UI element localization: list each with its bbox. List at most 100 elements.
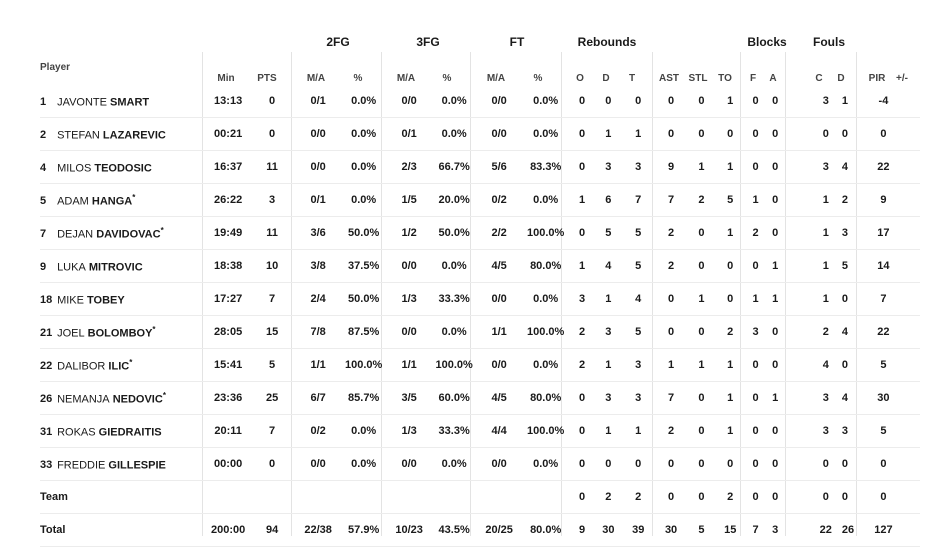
player-cell[interactable]: 7 DEJAN DAVIDOVAC*	[40, 216, 207, 250]
player-cell[interactable]: 21 JOEL BOLOMBOY*	[40, 315, 207, 349]
header-2fg-ma: M/A	[306, 73, 326, 84]
table-row[interactable]: 21 JOEL BOLOMBOY* 28:05 15 7/8 87.5% 0/0…	[40, 315, 920, 349]
reb-o-cell: 0	[568, 216, 596, 250]
pir-cell: 22	[867, 150, 900, 184]
fg3-pct-cell: 0.0%	[432, 249, 476, 283]
reb-o-cell: 0	[568, 85, 596, 118]
reb-t-cell: 39	[621, 513, 655, 547]
ast-cell: 1	[654, 348, 688, 382]
fg2-ma-cell: 2/4	[294, 282, 342, 316]
team-row[interactable]: Team 0 2 2 0 0 2 0 0 0 0 0	[40, 480, 920, 514]
table-row[interactable]: 26 NEMANJA NEDOVIC* 23:36 25 6/7 85.7% 3…	[40, 381, 920, 415]
fg2-pct-cell: 85.7%	[341, 381, 386, 415]
player-last-name: BOLOMBOY	[87, 327, 153, 340]
ast-cell: 0	[654, 447, 688, 481]
player-number: 1	[40, 96, 47, 109]
plus-minus-cell	[899, 216, 920, 250]
reb-d-cell: 0	[595, 85, 622, 118]
player-cell[interactable]: 33 FREDDIE GILLESPIE	[40, 447, 207, 481]
table-row[interactable]: 1 JAVONTE SMART 13:13 0 0/1 0.0% 0/0 0.0…	[40, 85, 920, 118]
group-blocks: Blocks	[747, 35, 787, 49]
min-cell: 20:11	[206, 414, 250, 448]
fg3-ma-cell: 0/0	[385, 85, 433, 118]
table-row[interactable]: 33 FREDDIE GILLESPIE 00:00 0 0/0 0.0% 0/…	[40, 447, 920, 481]
plus-minus-cell	[899, 315, 920, 349]
fouls-c-cell: 3	[813, 414, 838, 448]
plus-minus-cell	[899, 381, 920, 415]
player-first-name: JOEL	[57, 327, 85, 340]
plus-minus-cell	[899, 282, 920, 316]
player-cell[interactable]: 18 MIKE TOBEY	[40, 282, 207, 316]
player-cell[interactable]: 5 ADAM HANGA*	[40, 183, 207, 217]
player-cell[interactable]: 26 NEMANJA NEDOVIC*	[40, 381, 207, 415]
fouls-c-cell: 3	[813, 85, 838, 118]
player-cell[interactable]: 9 LUKA MITROVIC	[40, 249, 207, 283]
player-last-name: ILIC	[108, 360, 130, 373]
fouls-c-cell: 1	[813, 249, 838, 283]
player-last-name: MITROVIC	[88, 261, 143, 274]
pir-cell: 0	[867, 480, 900, 514]
fg3-ma-cell: 2/3	[385, 150, 433, 184]
blk-a-cell: 0	[766, 447, 814, 481]
player-cell[interactable]: 1 JAVONTE SMART	[40, 85, 207, 118]
stl-cell: 5	[687, 513, 716, 547]
player-number: 18	[40, 294, 53, 307]
header-3fg-ma: M/A	[396, 73, 416, 84]
table-row[interactable]: 5 ADAM HANGA* 26:22 3 0/1 0.0% 1/5 20.0%…	[40, 183, 920, 217]
blk-f-cell: 7	[744, 513, 767, 547]
stl-cell: 1	[687, 150, 716, 184]
ft-ma-cell: 1/1	[475, 315, 523, 349]
ft-ma-cell: 4/4	[475, 414, 523, 448]
blk-f-cell: 0	[744, 480, 767, 514]
group-rebounds: Rebounds	[577, 35, 637, 49]
player-cell[interactable]: 2 STEFAN LAZAREVIC	[40, 117, 207, 151]
ft-ma-cell	[475, 480, 523, 514]
reb-o-cell: 0	[568, 381, 596, 415]
table-row[interactable]: 9 LUKA MITROVIC 18:38 10 3/8 37.5% 0/0 0…	[40, 249, 920, 283]
table-row[interactable]: 7 DEJAN DAVIDOVAC* 19:49 11 3/6 50.0% 1/…	[40, 216, 920, 250]
player-first-name: MIKE	[57, 294, 84, 307]
pir-cell: 17	[867, 216, 900, 250]
player-cell[interactable]: 31 ROKAS GIEDRAITIS	[40, 414, 207, 448]
blk-f-cell: 0	[744, 85, 767, 118]
fouls-d-cell: 4	[837, 381, 868, 415]
player-cell[interactable]: 22 DALIBOR ILIC*	[40, 348, 207, 382]
reb-d-cell: 3	[595, 150, 622, 184]
player-first-name: LUKA	[57, 261, 86, 274]
fg2-ma-cell: 22/38	[294, 513, 342, 547]
starter-marker: *	[132, 192, 136, 202]
blk-a-cell: 3	[766, 513, 814, 547]
starter-marker: *	[160, 225, 164, 235]
header-reb-t: T	[628, 73, 636, 84]
to-cell: 1	[715, 216, 745, 250]
reb-d-cell: 30	[595, 513, 622, 547]
reb-t-cell: 4	[621, 282, 655, 316]
team-label: Team	[40, 480, 207, 514]
table-row[interactable]: 2 STEFAN LAZAREVIC 00:21 0 0/0 0.0% 0/1 …	[40, 117, 920, 151]
reb-d-cell: 1	[595, 282, 622, 316]
fouls-d-cell: 0	[837, 117, 868, 151]
stl-cell: 0	[687, 249, 716, 283]
fouls-c-cell: 1	[813, 183, 838, 217]
fouls-d-cell: 3	[837, 414, 868, 448]
fg2-pct-cell: 100.0%	[341, 348, 386, 382]
total-row[interactable]: Total 200:00 94 22/38 57.9% 10/23 43.5% …	[40, 513, 920, 547]
stl-cell: 0	[687, 381, 716, 415]
header-fouls-c: C	[815, 73, 823, 84]
blk-f-cell: 0	[744, 447, 767, 481]
ft-pct-cell: 0.0%	[522, 348, 569, 382]
table-row[interactable]: 22 DALIBOR ILIC* 15:41 5 1/1 100.0% 1/1 …	[40, 348, 920, 382]
table-row[interactable]: 18 MIKE TOBEY 17:27 7 2/4 50.0% 1/3 33.3…	[40, 282, 920, 316]
ft-ma-cell: 0/0	[475, 282, 523, 316]
total-label: Total	[40, 513, 207, 547]
pir-cell: 0	[867, 447, 900, 481]
pts-cell: 0	[249, 117, 295, 151]
fg3-pct-cell: 100.0%	[432, 348, 476, 382]
fouls-c-cell: 1	[813, 282, 838, 316]
header-2fg-pct: %	[353, 73, 363, 84]
table-row[interactable]: 31 ROKAS GIEDRAITIS 20:11 7 0/2 0.0% 1/3…	[40, 414, 920, 448]
player-cell[interactable]: 4 MILOS TEODOSIC	[40, 150, 207, 184]
pir-cell: 127	[867, 513, 900, 547]
fg2-pct-cell: 0.0%	[341, 117, 386, 151]
table-row[interactable]: 4 MILOS TEODOSIC 16:37 11 0/0 0.0% 2/3 6…	[40, 150, 920, 184]
